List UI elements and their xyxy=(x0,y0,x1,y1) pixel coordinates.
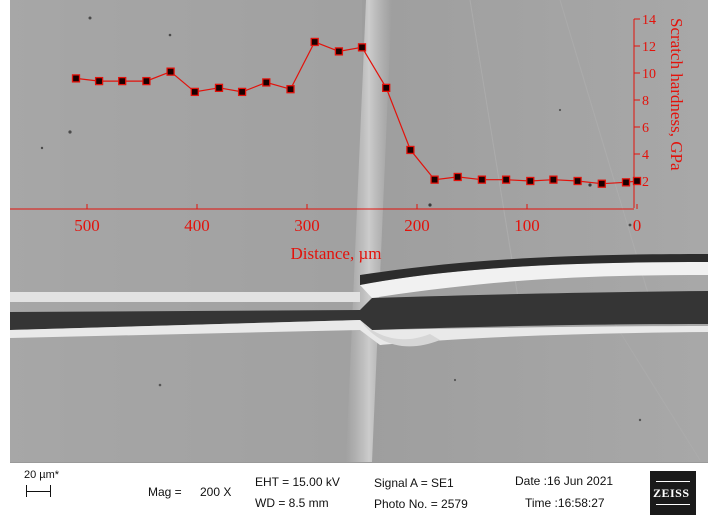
x-tick-label: 200 xyxy=(404,216,430,235)
logo-line-top xyxy=(656,481,690,482)
x-tick-label: 100 xyxy=(514,216,540,235)
data-point xyxy=(477,175,487,184)
x-tick-label: 400 xyxy=(184,216,210,235)
data-point xyxy=(621,178,631,187)
data-point xyxy=(334,47,344,56)
x-axis-label: Distance, µm xyxy=(291,244,382,263)
y-axis-label: Scratch hardness, GPa xyxy=(667,18,686,171)
data-point xyxy=(190,87,199,97)
eht-value: EHT = 15.00 kV xyxy=(255,475,340,489)
scale-bar-tick-right xyxy=(50,485,51,497)
data-point xyxy=(237,87,247,97)
data-point xyxy=(406,145,415,155)
zeiss-logo: ZEISS xyxy=(650,471,696,515)
x-tick-label: 0 xyxy=(633,216,642,235)
micrograph-image: 2 4 6 8 10 12 14 Scratch hardness, GPa 500 400 300… xyxy=(10,0,708,462)
data-point xyxy=(262,78,271,87)
data-point xyxy=(142,76,151,86)
data-point xyxy=(526,176,535,186)
signal-value: Signal A = SE1 xyxy=(374,476,454,490)
data-point xyxy=(573,176,582,186)
data-point xyxy=(94,76,104,86)
data-point xyxy=(310,37,319,47)
scale-bar-tick-left xyxy=(26,485,27,497)
data-point xyxy=(453,172,462,182)
x-tick-label: 500 xyxy=(74,216,100,235)
scale-bar-line xyxy=(26,491,50,492)
data-point xyxy=(549,175,558,184)
logo-text: ZEISS xyxy=(653,486,690,500)
data-point xyxy=(214,83,224,92)
y-tick-label: 10 xyxy=(642,67,656,82)
y-tick-label: 4 xyxy=(642,148,649,163)
data-point xyxy=(597,179,606,188)
logo-line-bottom xyxy=(656,504,690,505)
sem-info-bar: 20 µm* Mag = 200 X EHT = 15.00 kV WD = 8… xyxy=(10,462,708,529)
data-point xyxy=(166,67,175,76)
magnification-value: 200 X xyxy=(200,485,232,499)
data-point xyxy=(286,85,295,94)
data-point xyxy=(357,43,367,52)
y-tick-label: 2 xyxy=(642,175,649,190)
scratch-hardness-chart: 2 4 6 8 10 12 14 Scratch hardness, GPa 500 400 300… xyxy=(10,13,686,263)
data-point xyxy=(382,83,391,92)
y-tick-label: 14 xyxy=(642,13,656,28)
date-value: Date :16 Jun 2021 xyxy=(515,474,614,488)
working-distance: WD = 8.5 mm xyxy=(255,496,329,510)
data-point xyxy=(501,175,511,184)
y-tick-label: 12 xyxy=(642,40,656,55)
magnification-label: Mag = xyxy=(148,485,182,499)
x-tick-label: 300 xyxy=(294,216,320,235)
data-point xyxy=(632,176,642,186)
scale-bar-label: 20 µm* xyxy=(24,469,60,481)
data-point xyxy=(118,76,127,86)
data-point xyxy=(71,74,81,83)
time-value: Time :16:58:27 xyxy=(525,496,605,510)
data-point xyxy=(430,175,439,184)
y-tick-label: 8 xyxy=(642,94,649,109)
photo-number: Photo No. = 2579 xyxy=(374,497,468,511)
y-tick-label: 6 xyxy=(642,121,649,136)
